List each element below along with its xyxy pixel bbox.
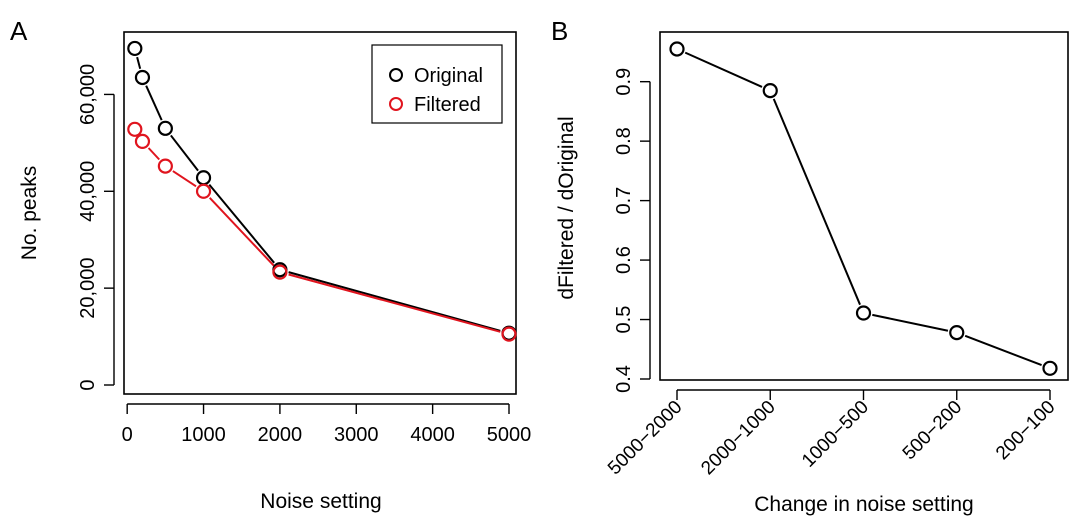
panel-a-y-axis-title: No. peaks: [18, 166, 41, 261]
data-point-original: [127, 40, 143, 57]
line-segment-original: [136, 56, 142, 70]
panel-a-series-lines: [136, 56, 501, 333]
line-segment: [772, 98, 861, 306]
line-segment-filtered: [208, 197, 275, 267]
x-tick-label: 4000: [410, 424, 455, 446]
data-point: [669, 41, 685, 57]
panel-a-legend: Original Filtered: [371, 44, 503, 124]
data-point-filtered: [195, 183, 212, 199]
y-tick-label: 20,000: [77, 258, 99, 319]
legend-marker-filtered: [389, 97, 403, 111]
y-tick-label: 0.4: [613, 365, 635, 393]
data-point-original: [157, 120, 173, 136]
panel-a-plot-frame: [123, 31, 517, 395]
x-tick-label: 5000: [487, 424, 532, 446]
panel-b-series-lines: [684, 51, 1042, 367]
panel-a-y-axis: 0 20,000 40,000 60,000: [77, 64, 115, 391]
data-point-filtered: [272, 264, 288, 280]
data-point: [1042, 360, 1058, 376]
y-tick-label: 0.9: [613, 68, 635, 96]
line-segment-original: [288, 271, 501, 332]
data-point-filtered: [157, 158, 173, 174]
line-segment-filtered: [288, 273, 501, 333]
panel-b-y-axis: 0.4 0.5 0.6 0.7 0.8 0.9: [613, 68, 651, 393]
data-point-filtered: [127, 121, 143, 137]
data-point: [762, 82, 778, 99]
x-tick-label: 1000: [181, 424, 226, 446]
panel-b-x-axis: 5000−2000 2000−1000 1000−500 500−200 200−100: [604, 389, 1060, 479]
legend-label-filtered: Filtered: [414, 94, 481, 116]
y-tick-label: 0.5: [613, 306, 635, 334]
y-tick-label: 60,000: [77, 64, 99, 125]
panel-b-x-axis-title: Change in noise setting: [754, 493, 974, 516]
panel-a-points: [127, 40, 517, 342]
data-point-filtered: [134, 133, 151, 150]
line-segment-original: [145, 85, 163, 121]
panel-b-y-axis-title: dFiltered / dOriginal: [555, 116, 578, 299]
y-tick-label: 40,000: [77, 161, 99, 222]
legend-label-original: Original: [414, 65, 483, 87]
legend-marker-original: [389, 68, 403, 82]
panel-a-label: A: [10, 16, 28, 46]
panel-b-points: [669, 41, 1058, 376]
data-point: [949, 325, 965, 341]
line-segment-filtered: [172, 170, 197, 188]
panel-a-x-axis-title: Noise setting: [260, 490, 381, 513]
y-tick-label: 0: [77, 379, 99, 390]
line-segment: [684, 51, 763, 88]
line-segment-original: [208, 184, 275, 264]
panel-a: A 0 1000 2000 3000 4000 5000 0 20,000 40,000 60,…: [10, 16, 531, 513]
y-tick-label: 0.6: [613, 246, 635, 274]
data-point-original: [195, 170, 212, 186]
x-tick-label: 500−200: [899, 397, 967, 465]
panel-a-x-axis: 0 1000 2000 3000 4000 5000: [122, 403, 532, 446]
x-tick-label: 5000−2000: [604, 397, 686, 479]
x-tick-label: 0: [122, 424, 133, 446]
data-point-original: [134, 69, 151, 86]
data-point: [855, 305, 872, 321]
data-point-filtered: [501, 326, 517, 342]
line-segment: [872, 313, 949, 332]
x-tick-label: 2000: [258, 424, 303, 446]
panel-b-plot-frame: [659, 31, 1069, 381]
panel-b-label: B: [551, 16, 568, 46]
panel-b: B 5000−2000 2000−1000 1000−500 500−200 200−1…: [551, 16, 1069, 516]
y-tick-label: 0.7: [613, 187, 635, 215]
line-segment: [964, 334, 1042, 367]
x-tick-label: 200−100: [992, 397, 1060, 465]
line-segment-original: [170, 134, 199, 172]
x-tick-label: 3000: [334, 424, 379, 446]
x-tick-label: 2000−1000: [697, 397, 779, 479]
line-segment-filtered: [147, 147, 160, 161]
x-tick-label: 1000−500: [798, 397, 873, 472]
y-tick-label: 0.8: [613, 127, 635, 155]
